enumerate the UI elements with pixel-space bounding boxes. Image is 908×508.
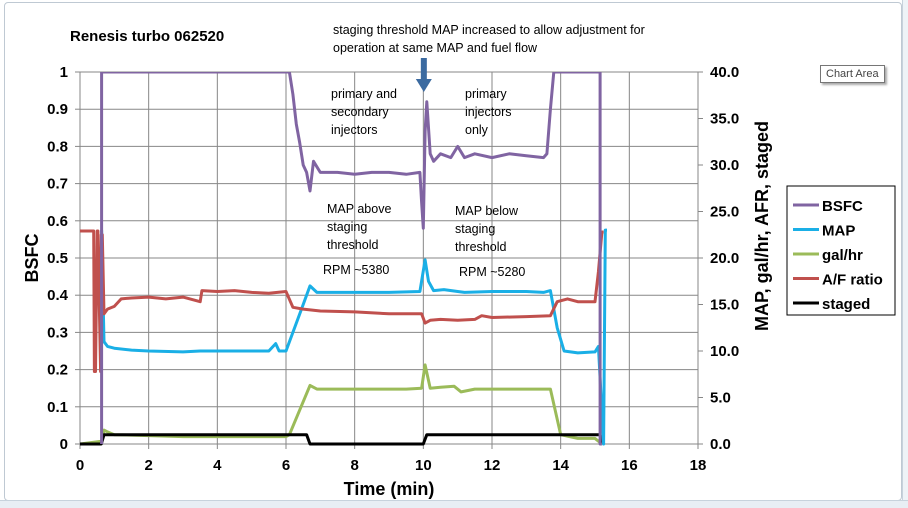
x-tick-label: 8: [350, 457, 358, 474]
x-tick-label: 0: [76, 457, 84, 474]
annotations: staging threshold MAP increased to allow…: [323, 23, 645, 279]
x-tick-label: 12: [484, 457, 501, 474]
series-line-staged[interactable]: [80, 433, 606, 446]
gridlines: [79, 71, 699, 445]
legend-label-staged: staged: [822, 296, 870, 313]
series-line-gal-hr[interactable]: [80, 363, 603, 446]
annotation-line: RPM ~5280: [459, 265, 525, 279]
legend[interactable]: BSFC MAP gal/hr A/F ratio staged: [786, 185, 896, 316]
x-tick-label: 6: [282, 457, 290, 474]
series-line-map[interactable]: [100, 228, 607, 446]
annotation-line: staging: [455, 222, 495, 236]
y-tick-label-right: 5.0: [710, 390, 731, 407]
y-tick-label-left: 0.8: [47, 138, 68, 155]
map-below-note: MAP below staging threshold: [455, 204, 519, 254]
map-above-note: MAP above staging threshold: [327, 202, 391, 252]
legend-box: [786, 185, 896, 316]
axes: 0 2 4 6 8 10 12 14 16 18 0 0.1 0.2 0.3 0.4 0.5 0.6 0.7 0.8…: [47, 64, 739, 474]
y-tick-label-left: 0.4: [47, 287, 69, 304]
annotation-line: staging threshold MAP increased to allow…: [333, 23, 645, 37]
legend-label-bsfc: BSFC: [822, 198, 863, 215]
y-tick-label-left: 0.1: [47, 399, 68, 416]
primary-only-note: primary injectors only: [465, 87, 512, 137]
chart-area-tooltip: Chart Area: [820, 65, 885, 83]
legend-label-a-f-ratio: A/F ratio: [822, 272, 883, 289]
annotation-line: primary and: [331, 87, 397, 101]
annotation-line: operation at same MAP and fuel flow: [333, 41, 538, 55]
annotation-line: primary: [465, 87, 507, 101]
annotation-line: RPM ~5380: [323, 263, 389, 277]
annotation-line: injectors: [465, 105, 512, 119]
y-tick-label-left: 0.2: [47, 362, 68, 379]
primary-secondary-note: primary and secondary injectors: [331, 87, 397, 137]
y-tick-label-left: 0.3: [47, 324, 68, 341]
series-group: [80, 72, 607, 446]
resize-handle-right[interactable]: [902, 0, 908, 500]
arrow-down-icon: [415, 79, 432, 92]
y-tick-label-right: 25.0: [710, 204, 739, 221]
y-tick-label-left: 0.5: [47, 250, 68, 267]
annotation-line: threshold: [455, 240, 506, 254]
rpm-5280-note: RPM ~5280: [459, 265, 525, 279]
legend-label-map: MAP: [822, 223, 855, 240]
annotation-line: secondary: [331, 105, 389, 119]
y-tick-label-left: 1: [60, 64, 68, 81]
y-axis-title-right: MAP, gal/hr, AFR, staged: [752, 121, 772, 331]
x-tick-label: 16: [621, 457, 638, 474]
y-tick-label-right: 15.0: [710, 297, 739, 314]
annotation-line: only: [465, 123, 489, 137]
y-tick-label-left: 0.6: [47, 213, 68, 230]
x-tick-label: 14: [552, 457, 569, 474]
x-tick-label: 2: [144, 457, 152, 474]
legend-label-gal-hr: gal/hr: [822, 247, 863, 264]
y-tick-label-left: 0.9: [47, 101, 68, 118]
x-tick-label: 4: [213, 457, 222, 474]
y-tick-label-left: 0.7: [47, 176, 68, 193]
x-tick-label: 10: [415, 457, 432, 474]
resize-handle-bottom[interactable]: [0, 500, 908, 508]
chart-area[interactable]: [4, 2, 902, 501]
annotation-line: MAP above: [327, 202, 391, 216]
y-tick-label-right: 20.0: [710, 250, 739, 267]
y-tick-label-right: 10.0: [710, 343, 739, 360]
series-line-bsfc[interactable]: [100, 72, 602, 446]
y-tick-label-right: 35.0: [710, 111, 739, 128]
staging-note: staging threshold MAP increased to allow…: [333, 23, 645, 55]
annotation-line: threshold: [327, 238, 378, 252]
y-tick-label-right: 0.0: [710, 436, 731, 453]
y-tick-label-right: 30.0: [710, 157, 739, 174]
arrow-shaft: [420, 58, 427, 80]
annotation-line: MAP below: [455, 204, 519, 218]
y-tick-label-right: 40.0: [710, 64, 739, 81]
annotation-line: staging: [327, 220, 367, 234]
annotation-line: injectors: [331, 123, 378, 137]
x-tick-label: 18: [690, 457, 707, 474]
y-tick-label-left: 0: [60, 436, 68, 453]
chart-title: Renesis turbo 062520: [70, 28, 224, 45]
rpm-5380-note: RPM ~5380: [323, 263, 389, 277]
y-axis-title-left: BSFC: [22, 234, 42, 283]
x-axis-title: Time (min): [344, 479, 435, 499]
